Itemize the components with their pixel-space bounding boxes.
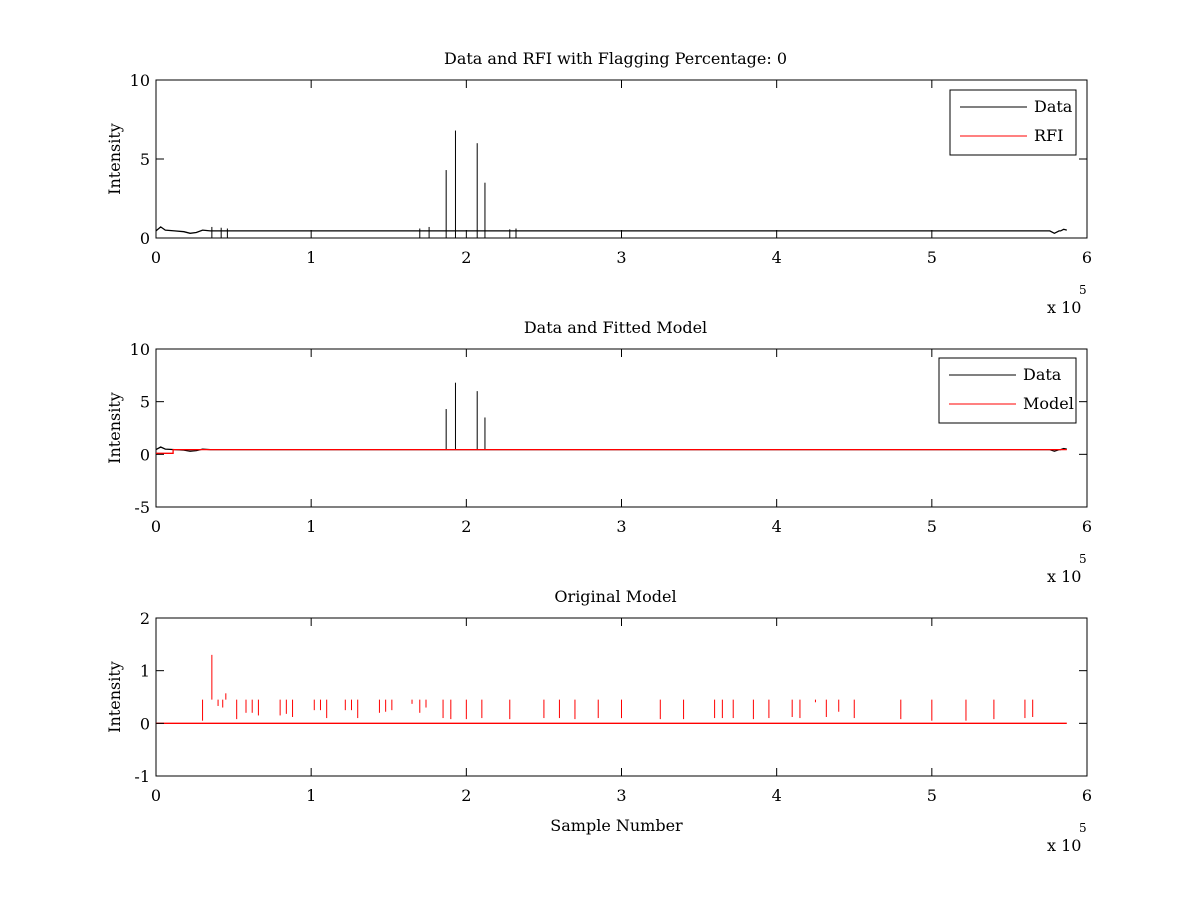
x-tick-label: 3 xyxy=(616,786,626,805)
plot-area xyxy=(155,79,1088,239)
y-tick-label: 10 xyxy=(130,71,150,90)
y-tick-label: 0 xyxy=(140,714,150,733)
x-tick-label: 4 xyxy=(772,517,782,536)
chart-title: Data and RFI with Flagging Percentage: 0 xyxy=(444,49,787,68)
plot-area xyxy=(155,348,1088,508)
x-tick-label: 1 xyxy=(306,248,316,267)
x-tick-label: 6 xyxy=(1082,517,1092,536)
y-tick-label: 0 xyxy=(140,445,150,464)
legend-box xyxy=(949,89,1077,156)
y-tick-label: 10 xyxy=(130,340,150,359)
x-tick-label: 5 xyxy=(927,517,937,536)
series-data xyxy=(155,130,1067,238)
y-tick-label: -5 xyxy=(134,498,150,517)
legend: Data Model xyxy=(938,357,1077,424)
x-tick-label: 1 xyxy=(306,517,316,536)
x-tick-label: 5 xyxy=(927,786,937,805)
y-axis-label: Intensity xyxy=(105,661,124,733)
y-axis-label: Intensity xyxy=(105,392,124,464)
x-tick-label: 2 xyxy=(461,786,471,805)
x-exponent-label: x 10 xyxy=(1047,567,1081,586)
x-axis-label: Sample Number xyxy=(550,816,683,835)
y-tick-label: 0 xyxy=(140,229,150,248)
x-exponent: 5 xyxy=(1079,283,1087,297)
x-tick-label: 3 xyxy=(616,248,626,267)
x-tick-label: 2 xyxy=(461,248,471,267)
legend-label-data: Data xyxy=(1023,365,1062,384)
x-tick-label: 1 xyxy=(306,786,316,805)
plot-area xyxy=(155,617,1088,777)
x-tick-label: 0 xyxy=(151,248,161,267)
series-line xyxy=(156,448,1067,454)
y-axis-label: Intensity xyxy=(105,123,124,195)
x-exponent: 5 xyxy=(1079,552,1087,566)
series-model xyxy=(156,448,1067,454)
legend: Data RFI xyxy=(949,89,1077,156)
x-tick-label: 6 xyxy=(1082,786,1092,805)
x-tick-label: 4 xyxy=(772,786,782,805)
y-tick-label: 1 xyxy=(140,662,150,681)
x-exponent: 5 xyxy=(1079,821,1087,835)
x-tick-label: 0 xyxy=(151,517,161,536)
x-tick-label: 2 xyxy=(461,517,471,536)
x-exponent-label: x 10 xyxy=(1047,298,1081,317)
legend-label-rfi: RFI xyxy=(1034,126,1063,145)
chart-title: Data and Fitted Model xyxy=(524,318,707,337)
chart-title: Original Model xyxy=(554,587,676,606)
series-model xyxy=(156,654,1067,724)
x-tick-label: 4 xyxy=(772,248,782,267)
x-tick-label: 3 xyxy=(616,517,626,536)
y-tick-label: -1 xyxy=(134,767,150,786)
legend-label-model: Model xyxy=(1023,394,1074,413)
x-exponent-label: x 10 xyxy=(1047,836,1081,855)
y-tick-label: 5 xyxy=(140,150,150,169)
x-tick-label: 0 xyxy=(151,786,161,805)
legend-box xyxy=(938,357,1077,424)
x-tick-label: 6 xyxy=(1082,248,1092,267)
y-tick-label: 2 xyxy=(140,609,150,628)
y-tick-label: 5 xyxy=(140,393,150,412)
legend-label-data: Data xyxy=(1034,97,1073,116)
series-line xyxy=(155,226,1067,235)
x-tick-label: 5 xyxy=(927,248,937,267)
